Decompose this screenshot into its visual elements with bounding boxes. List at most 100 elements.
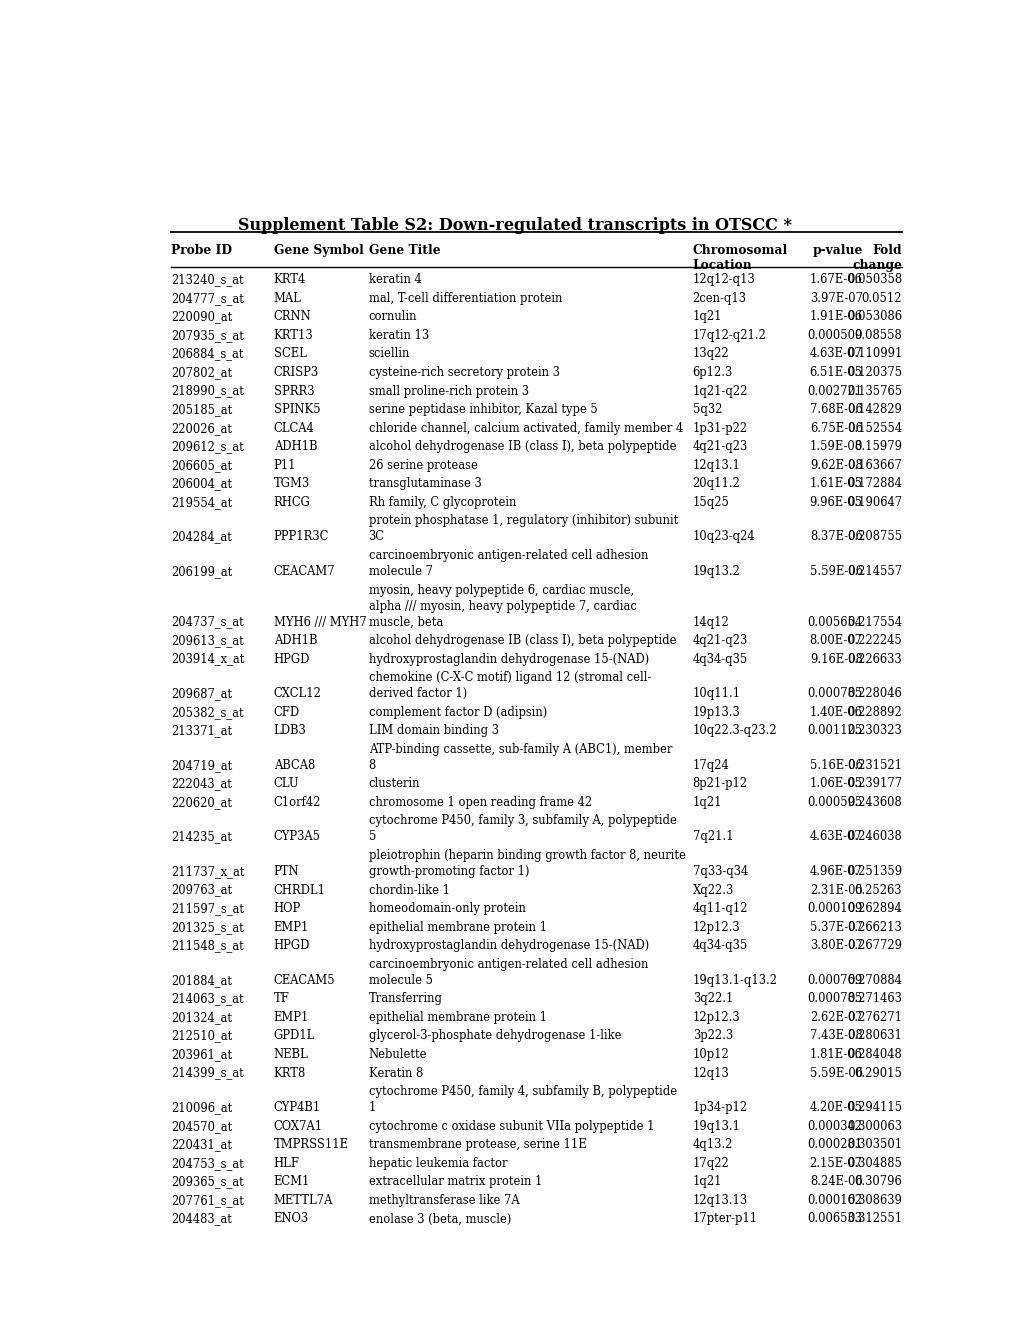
Text: 205382_s_at: 205382_s_at [171, 706, 244, 718]
Text: CEACAM5: CEACAM5 [273, 974, 335, 987]
Text: 204777_s_at: 204777_s_at [171, 292, 244, 305]
Text: 201325_s_at: 201325_s_at [171, 921, 244, 933]
Text: COX7A1: COX7A1 [273, 1119, 323, 1133]
Text: 206004_at: 206004_at [171, 478, 232, 490]
Text: HPGD: HPGD [273, 652, 310, 665]
Text: protein phosphatase 1, regulatory (inhibitor) subunit: protein phosphatase 1, regulatory (inhib… [368, 515, 678, 528]
Text: 204284_at: 204284_at [171, 531, 231, 544]
Text: 0.262894: 0.262894 [847, 902, 902, 915]
Text: 19q13.1-q13.2: 19q13.1-q13.2 [692, 974, 776, 987]
Text: 0.006533: 0.006533 [807, 1212, 862, 1225]
Text: HPGD: HPGD [273, 940, 310, 952]
Text: 212510_at: 212510_at [171, 1030, 232, 1043]
Text: 218990_s_at: 218990_s_at [171, 384, 244, 397]
Text: 12p12.3: 12p12.3 [692, 1011, 740, 1024]
Text: 10q22.3-q23.2: 10q22.3-q23.2 [692, 725, 776, 738]
Text: 17q24: 17q24 [692, 759, 729, 772]
Text: MYH6 /// MYH7: MYH6 /// MYH7 [273, 615, 366, 628]
Text: transglutaminase 3: transglutaminase 3 [368, 478, 481, 490]
Text: 0.226633: 0.226633 [847, 652, 902, 665]
Text: molecule 7: molecule 7 [368, 565, 432, 578]
Text: p-value: p-value [811, 244, 862, 257]
Text: 0.053086: 0.053086 [847, 310, 902, 323]
Text: PPP1R3C: PPP1R3C [273, 531, 329, 544]
Text: CFD: CFD [273, 706, 300, 718]
Text: Nebulette: Nebulette [368, 1048, 427, 1061]
Text: 204737_s_at: 204737_s_at [171, 615, 244, 628]
Text: 1q21-q22: 1q21-q22 [692, 384, 747, 397]
Text: Supplement Table S2: Down-regulated transcripts in OTSCC *: Supplement Table S2: Down-regulated tran… [237, 218, 791, 235]
Text: TMPRSS11E: TMPRSS11E [273, 1138, 348, 1151]
Text: 2.15E-07: 2.15E-07 [809, 1156, 862, 1170]
Text: 4q34-q35: 4q34-q35 [692, 940, 747, 952]
Text: 17q12-q21.2: 17q12-q21.2 [692, 329, 766, 342]
Text: serine peptidase inhibitor, Kazal type 5: serine peptidase inhibitor, Kazal type 5 [368, 403, 597, 416]
Text: complement factor D (adipsin): complement factor D (adipsin) [368, 706, 546, 718]
Text: 0.270884: 0.270884 [847, 974, 902, 987]
Text: 0.284048: 0.284048 [847, 1048, 902, 1061]
Text: 5: 5 [368, 830, 376, 843]
Text: 209612_s_at: 209612_s_at [171, 440, 244, 453]
Text: 3p22.3: 3p22.3 [692, 1030, 732, 1043]
Text: 4.20E-05: 4.20E-05 [809, 1101, 862, 1114]
Text: 0.294115: 0.294115 [846, 1101, 902, 1114]
Text: 1.81E-06: 1.81E-06 [809, 1048, 862, 1061]
Text: 206605_at: 206605_at [171, 459, 232, 471]
Text: 12q13: 12q13 [692, 1067, 729, 1080]
Text: 1q21: 1q21 [692, 1175, 721, 1188]
Text: CRISP3: CRISP3 [273, 366, 319, 379]
Text: 17q22: 17q22 [692, 1156, 729, 1170]
Text: epithelial membrane protein 1: epithelial membrane protein 1 [368, 921, 546, 933]
Text: 0.000785: 0.000785 [807, 993, 862, 1006]
Text: 1p31-p22: 1p31-p22 [692, 421, 747, 434]
Text: carcinoembryonic antigen-related cell adhesion: carcinoembryonic antigen-related cell ad… [368, 549, 647, 562]
Text: HLF: HLF [273, 1156, 300, 1170]
Text: pleiotrophin (heparin binding growth factor 8, neurite: pleiotrophin (heparin binding growth fac… [368, 849, 685, 862]
Text: 214399_s_at: 214399_s_at [171, 1067, 244, 1080]
Text: 14q12: 14q12 [692, 615, 729, 628]
Text: 0.172884: 0.172884 [847, 478, 902, 490]
Text: 10p12: 10p12 [692, 1048, 729, 1061]
Text: cytochrome P450, family 3, subfamily A, polypeptide: cytochrome P450, family 3, subfamily A, … [368, 814, 676, 828]
Text: 12p12.3: 12p12.3 [692, 921, 740, 933]
Text: 1.40E-06: 1.40E-06 [809, 706, 862, 718]
Text: LDB3: LDB3 [273, 725, 306, 738]
Text: 0.135765: 0.135765 [846, 384, 902, 397]
Text: 12q13.1: 12q13.1 [692, 459, 740, 471]
Text: 0.246038: 0.246038 [847, 830, 902, 843]
Text: alcohol dehydrogenase IB (class I), beta polypeptide: alcohol dehydrogenase IB (class I), beta… [368, 634, 676, 647]
Text: 209687_at: 209687_at [171, 688, 232, 700]
Text: 205185_at: 205185_at [171, 403, 232, 416]
Text: 0.000769: 0.000769 [807, 974, 862, 987]
Text: 0.208755: 0.208755 [846, 531, 902, 544]
Text: EMP1: EMP1 [273, 921, 309, 933]
Text: chemokine (C-X-C motif) ligand 12 (stromal cell-: chemokine (C-X-C motif) ligand 12 (strom… [368, 671, 650, 684]
Text: ABCA8: ABCA8 [273, 759, 315, 772]
Text: 209763_at: 209763_at [171, 883, 232, 896]
Text: TGM3: TGM3 [273, 478, 310, 490]
Text: 2.31E-05: 2.31E-05 [809, 883, 862, 896]
Text: 10q11.1: 10q11.1 [692, 688, 740, 700]
Text: EMP1: EMP1 [273, 1011, 309, 1024]
Text: 204483_at: 204483_at [171, 1212, 231, 1225]
Text: SCEL: SCEL [273, 347, 307, 360]
Text: 203914_x_at: 203914_x_at [171, 652, 245, 665]
Text: 2cen-q13: 2cen-q13 [692, 292, 746, 305]
Text: 0.266213: 0.266213 [847, 921, 902, 933]
Text: 10q23-q24: 10q23-q24 [692, 531, 755, 544]
Text: 3C: 3C [368, 531, 384, 544]
Text: 4q11-q12: 4q11-q12 [692, 902, 748, 915]
Text: CYP4B1: CYP4B1 [273, 1101, 321, 1114]
Text: 8: 8 [368, 759, 375, 772]
Text: 0.002721: 0.002721 [807, 384, 862, 397]
Text: molecule 5: molecule 5 [368, 974, 432, 987]
Text: alcohol dehydrogenase IB (class I), beta polypeptide: alcohol dehydrogenase IB (class I), beta… [368, 440, 676, 453]
Text: 209613_s_at: 209613_s_at [171, 634, 244, 647]
Text: ATP-binding cassette, sub-family A (ABC1), member: ATP-binding cassette, sub-family A (ABC1… [368, 743, 672, 756]
Text: HOP: HOP [273, 902, 301, 915]
Text: CLU: CLU [273, 777, 299, 791]
Text: 0.050358: 0.050358 [846, 273, 902, 286]
Text: muscle, beta: muscle, beta [368, 615, 442, 628]
Text: P11: P11 [273, 459, 296, 471]
Text: 15q25: 15q25 [692, 496, 729, 508]
